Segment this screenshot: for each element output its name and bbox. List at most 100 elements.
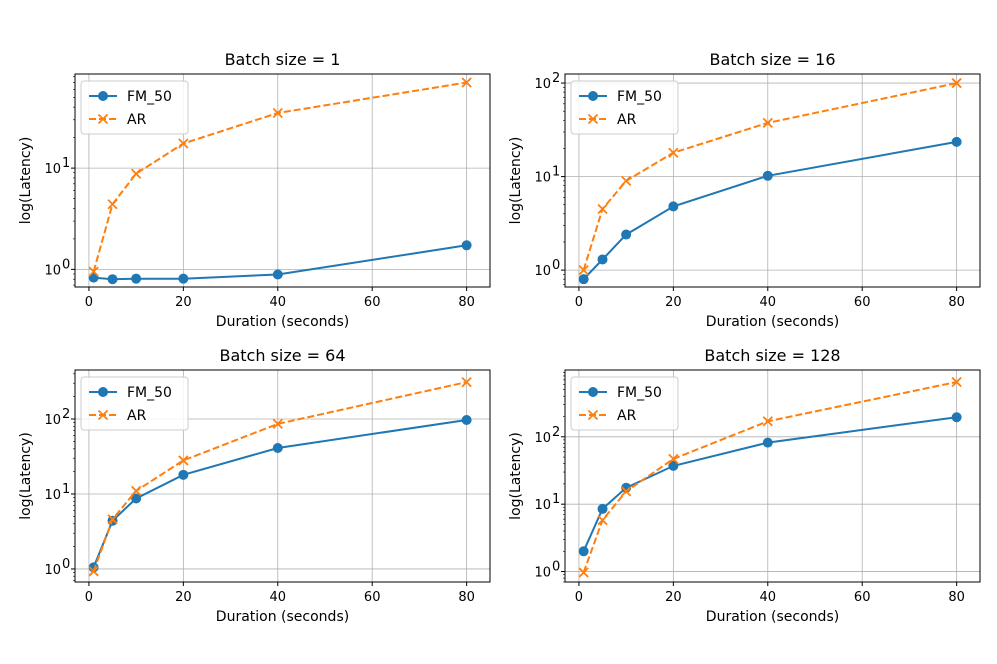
y-tick-exponent: 1 bbox=[552, 165, 560, 180]
legend-marker-AR bbox=[97, 113, 109, 125]
data-point-AR bbox=[762, 416, 773, 427]
data-point-AR bbox=[131, 485, 142, 497]
x-tick-label: 40 bbox=[270, 295, 287, 310]
y-axis-label: log(Latency) bbox=[18, 432, 34, 520]
data-point-AR bbox=[951, 77, 962, 89]
data-point-FM_50 bbox=[597, 254, 608, 265]
legend-box bbox=[570, 376, 679, 431]
data-point-AR bbox=[621, 486, 632, 497]
axes-frame bbox=[564, 73, 981, 288]
x-tick-label: 0 bbox=[85, 295, 93, 310]
y-tick-exponent: 2 bbox=[552, 425, 560, 440]
data-point-AR bbox=[597, 514, 608, 526]
data-point-AR bbox=[272, 107, 283, 119]
x-tick-label: 80 bbox=[948, 590, 965, 605]
chart-title: Batch size = 64 bbox=[219, 346, 345, 365]
legend-label-AR: AR bbox=[127, 112, 147, 128]
data-point-AR bbox=[762, 117, 773, 129]
data-point-FM_50 bbox=[131, 273, 142, 284]
x-tick-label: 20 bbox=[175, 295, 192, 310]
data-point-FM_50 bbox=[578, 274, 589, 285]
legend: FM_50 AR bbox=[80, 376, 189, 431]
y-tick-exponent: 0 bbox=[552, 258, 560, 273]
data-point-FM_50 bbox=[272, 443, 283, 454]
chart-title: Batch size = 1 bbox=[225, 50, 341, 69]
data-point-AR bbox=[597, 203, 608, 215]
data-point-FM_50 bbox=[951, 412, 962, 423]
legend-label-AR: AR bbox=[127, 408, 147, 424]
y-tick-exponent: 0 bbox=[62, 257, 70, 272]
x-axis-label: Duration (seconds) bbox=[216, 609, 349, 625]
y-tick-label: 10 bbox=[44, 263, 61, 278]
legend-marker-FM_50 bbox=[588, 91, 598, 101]
y-tick-label: 10 bbox=[534, 264, 551, 279]
data-point-AR bbox=[272, 418, 283, 430]
series-line-FM_50 bbox=[582, 140, 957, 280]
data-point-AR bbox=[621, 175, 632, 187]
y-tick-exponent: 0 bbox=[552, 560, 560, 575]
data-point-AR bbox=[578, 567, 589, 578]
data-point-FM_50 bbox=[668, 201, 679, 212]
series-line-AR bbox=[582, 82, 957, 271]
y-axis-label: log(Latency) bbox=[18, 137, 34, 225]
data-point-FM_50 bbox=[461, 240, 472, 251]
x-tick-label: 60 bbox=[854, 295, 871, 310]
x-tick-label: 40 bbox=[270, 590, 287, 605]
y-tick-label: 10 bbox=[44, 162, 61, 177]
data-point-FM_50 bbox=[597, 503, 608, 514]
y-tick-exponent: 1 bbox=[62, 482, 70, 497]
y-tick-label: 10 bbox=[534, 566, 551, 581]
legend: FM_50 AR bbox=[80, 80, 189, 135]
legend-marker-FM_50 bbox=[98, 91, 108, 101]
x-tick-label: 20 bbox=[665, 590, 682, 605]
axes-frame bbox=[74, 369, 491, 583]
y-tick-label: 10 bbox=[534, 171, 551, 186]
y-tick-exponent: 0 bbox=[62, 557, 70, 572]
data-point-FM_50 bbox=[107, 274, 118, 285]
data-point-FM_50 bbox=[762, 437, 773, 448]
y-tick-label: 10 bbox=[44, 488, 61, 503]
data-point-AR bbox=[461, 77, 472, 88]
y-tick-label: 10 bbox=[44, 563, 61, 578]
x-tick-label: 20 bbox=[175, 590, 192, 605]
y-tick-label: 10 bbox=[534, 77, 551, 92]
legend-label-FM_50: FM_50 bbox=[617, 89, 662, 105]
y-tick-exponent: 2 bbox=[552, 71, 560, 86]
data-point-AR bbox=[88, 266, 99, 277]
legend-box bbox=[80, 80, 189, 135]
x-tick-label: 20 bbox=[665, 295, 682, 310]
legend-marker-AR bbox=[97, 409, 109, 421]
y-tick-label: 10 bbox=[534, 498, 551, 513]
y-tick-label: 10 bbox=[534, 431, 551, 446]
y-tick-exponent: 2 bbox=[62, 407, 70, 422]
legend-marker-AR bbox=[587, 409, 599, 421]
chart-title: Batch size = 16 bbox=[709, 50, 835, 69]
legend-marker-FM_50 bbox=[588, 387, 598, 397]
y-axis-label: log(Latency) bbox=[508, 137, 524, 225]
legend-marker-AR bbox=[587, 113, 599, 125]
chart-title: Batch size = 128 bbox=[704, 346, 840, 365]
x-tick-label: 80 bbox=[458, 590, 475, 605]
data-point-FM_50 bbox=[621, 229, 632, 240]
x-tick-label: 60 bbox=[364, 295, 381, 310]
series-line-AR bbox=[92, 381, 467, 572]
data-point-FM_50 bbox=[668, 460, 679, 471]
data-point-AR bbox=[178, 455, 189, 466]
y-tick-exponent: 1 bbox=[62, 156, 70, 171]
data-point-FM_50 bbox=[578, 546, 589, 557]
legend-label-AR: AR bbox=[617, 408, 637, 424]
data-point-FM_50 bbox=[762, 170, 773, 181]
legend-label-AR: AR bbox=[617, 112, 637, 128]
data-point-FM_50 bbox=[461, 414, 472, 425]
legend: FM_50 AR bbox=[570, 80, 679, 135]
data-point-AR bbox=[668, 147, 679, 158]
data-point-FM_50 bbox=[272, 269, 283, 280]
legend-label-FM_50: FM_50 bbox=[127, 385, 172, 401]
x-tick-label: 80 bbox=[948, 295, 965, 310]
data-point-AR bbox=[578, 264, 589, 276]
data-point-FM_50 bbox=[951, 136, 962, 147]
